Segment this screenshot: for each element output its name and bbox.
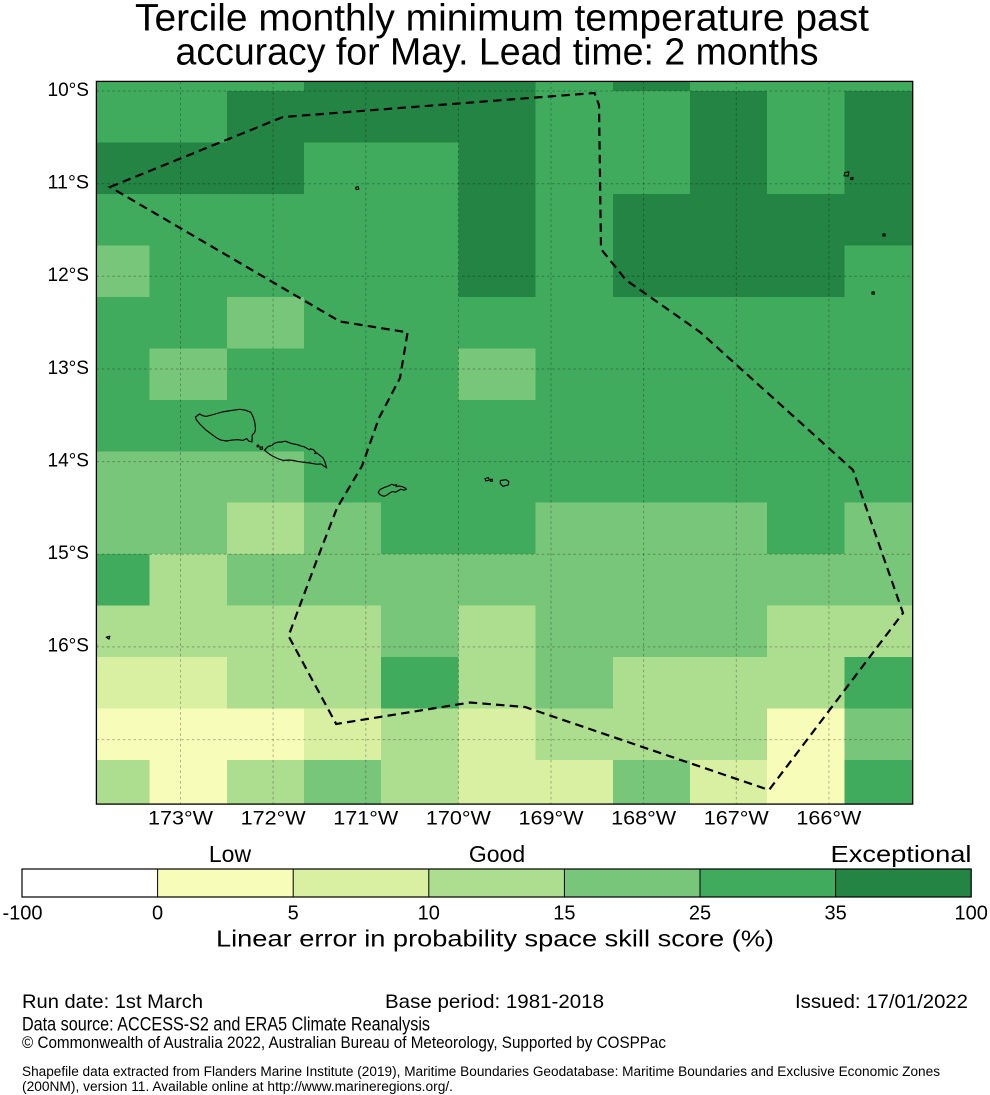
svg-text:16°S: 16°S xyxy=(48,636,90,657)
svg-text:169°W: 169°W xyxy=(519,809,584,830)
svg-text:170°W: 170°W xyxy=(426,809,491,830)
svg-text:Base period: 1981-2018: Base period: 1981-2018 xyxy=(385,991,604,1013)
svg-text:15: 15 xyxy=(553,903,575,925)
svg-text:Data source: ACCESS-S2 and ERA: Data source: ACCESS-S2 and ERA5 Climate … xyxy=(22,1015,430,1036)
svg-text:Low: Low xyxy=(209,841,252,867)
svg-text:13°S: 13°S xyxy=(48,358,90,379)
svg-text:Good: Good xyxy=(469,841,525,867)
svg-text:(200NM), version 11. Available: (200NM), version 11. Available online at… xyxy=(22,1079,453,1094)
svg-text:100: 100 xyxy=(955,903,988,925)
svg-text:Linear error in probability sp: Linear error in probability space skill … xyxy=(216,926,774,952)
svg-text:15°S: 15°S xyxy=(48,543,90,564)
svg-text:25: 25 xyxy=(689,903,711,925)
svg-text:Issued: 17/01/2022: Issued: 17/01/2022 xyxy=(795,991,968,1013)
svg-text:Shapefile data extracted from: Shapefile data extracted from Flanders M… xyxy=(22,1064,940,1079)
svg-text:10°S: 10°S xyxy=(48,80,90,101)
svg-text:35: 35 xyxy=(824,903,846,925)
svg-text:172°W: 172°W xyxy=(241,809,306,830)
svg-text:14°S: 14°S xyxy=(48,450,90,471)
svg-text:Exceptional: Exceptional xyxy=(831,841,972,867)
svg-text:168°W: 168°W xyxy=(611,809,676,830)
svg-text:Run date: 1st March: Run date: 1st March xyxy=(22,991,203,1013)
svg-text:-100: -100 xyxy=(2,903,42,925)
svg-text:171°W: 171°W xyxy=(333,809,398,830)
svg-text:5: 5 xyxy=(288,903,299,925)
svg-text:10: 10 xyxy=(418,903,440,925)
svg-text:accuracy for May. Lead time: 2: accuracy for May. Lead time: 2 months xyxy=(176,32,819,74)
svg-text:12°S: 12°S xyxy=(48,265,90,286)
svg-text:Tercile monthly minimum temper: Tercile monthly minimum temperature past xyxy=(135,0,869,39)
svg-text:166°W: 166°W xyxy=(796,809,861,830)
svg-text:167°W: 167°W xyxy=(704,809,769,830)
svg-text:© Commonwealth of Australia 20: © Commonwealth of Australia 2022, Austra… xyxy=(22,1033,666,1052)
svg-text:173°W: 173°W xyxy=(148,809,213,830)
svg-text:0: 0 xyxy=(152,903,163,925)
svg-text:11°S: 11°S xyxy=(48,173,90,194)
